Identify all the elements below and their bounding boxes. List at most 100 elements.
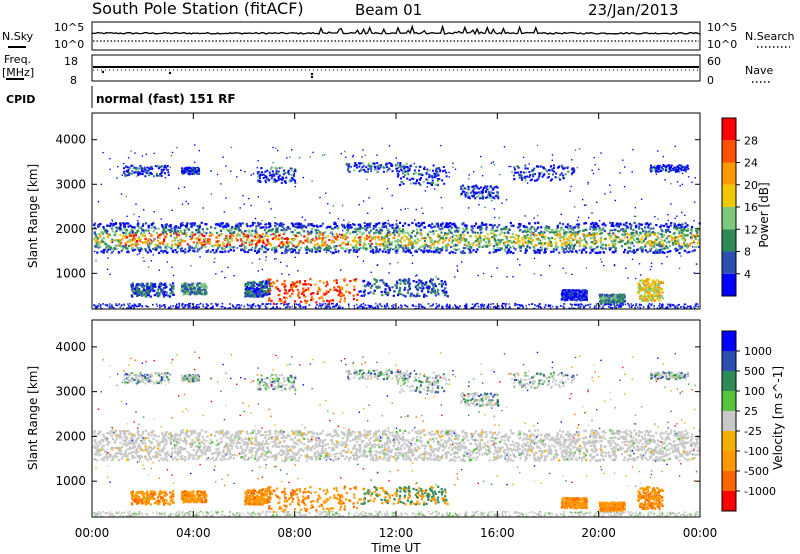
- power-cell: [134, 290, 137, 293]
- power-cell: [676, 170, 679, 173]
- power-cell: [578, 231, 581, 234]
- power-cell: [600, 246, 603, 249]
- power-cell: [572, 233, 575, 236]
- power-cell: [421, 222, 424, 225]
- power-cell: [240, 248, 243, 251]
- power-cell: [578, 244, 581, 248]
- power-cell: [128, 232, 131, 235]
- power-cell: [643, 284, 646, 287]
- power-cell: [655, 168, 657, 171]
- power-cell: [315, 232, 318, 235]
- power-cell: [336, 227, 339, 230]
- power-cell: [389, 233, 392, 237]
- power-cell: [651, 303, 653, 305]
- power-cell: [144, 237, 147, 240]
- power-cell: [186, 170, 189, 173]
- power-cell: [516, 165, 519, 168]
- power-cell: [353, 307, 356, 309]
- power-cell: [520, 174, 523, 177]
- power-cell: [382, 241, 385, 244]
- power-cell: [585, 240, 588, 243]
- power-cell: [229, 231, 232, 234]
- power-cell: [668, 164, 671, 167]
- power-cell: [453, 248, 456, 251]
- power-cell: [465, 191, 468, 194]
- power-cell: [125, 222, 128, 225]
- power-cell: [661, 242, 664, 245]
- power-cell: [215, 231, 219, 234]
- power-cell: [399, 244, 403, 247]
- power-cell: [119, 224, 122, 227]
- power-cell: [404, 170, 407, 173]
- power-cell: [665, 241, 668, 244]
- power-cell: [637, 282, 640, 285]
- power-cell: [462, 246, 465, 250]
- power-cell: [639, 297, 642, 301]
- power-cell: [221, 251, 224, 254]
- power-cell: [441, 222, 444, 225]
- power-cell: [594, 227, 597, 230]
- power-cell: [394, 246, 398, 249]
- power-cell: [486, 233, 489, 236]
- power-cell: [694, 245, 697, 249]
- power-cell: [652, 245, 655, 249]
- power-cell: [384, 288, 387, 291]
- power-cell: [681, 166, 684, 169]
- power-cell: [183, 232, 186, 235]
- power-cell: [598, 297, 601, 300]
- power-cell: [455, 229, 459, 232]
- power-cell: [524, 167, 527, 170]
- power-cell: [487, 196, 490, 199]
- power-cell: [422, 287, 425, 290]
- power-cell: [179, 238, 182, 241]
- power-cell: [318, 279, 322, 283]
- power-cell: [573, 303, 576, 306]
- power-cell: [381, 250, 384, 253]
- power-cell: [478, 187, 481, 190]
- power-cell: [420, 290, 424, 293]
- frequency-frame: [91, 54, 701, 82]
- power-cell: [679, 230, 682, 233]
- power-cell: [555, 228, 558, 231]
- power-cell: [261, 174, 264, 176]
- power-cell: [260, 282, 263, 286]
- power-cell: [635, 232, 638, 235]
- power-cell: [306, 237, 309, 240]
- power-cell: [244, 293, 247, 296]
- power-cell: [683, 169, 686, 172]
- power-cell: [373, 162, 376, 165]
- power-cell: [376, 162, 379, 165]
- power-cell: [457, 229, 460, 233]
- power-cell: [506, 241, 509, 244]
- power-cell: [500, 239, 503, 242]
- power-cell: [218, 234, 221, 237]
- power-cell: [567, 250, 571, 253]
- power-cell: [362, 164, 365, 167]
- power-cell: [439, 228, 442, 231]
- power-cell: [583, 229, 586, 232]
- power-cell: [213, 251, 216, 254]
- power-cell: [540, 230, 543, 233]
- power-cell: [257, 221, 260, 224]
- power-cell: [653, 232, 656, 235]
- power-cell: [594, 251, 597, 254]
- power-cell: [140, 291, 143, 295]
- power-cell: [410, 177, 413, 180]
- power-cell: [317, 246, 320, 249]
- power-cell: [448, 239, 451, 242]
- power-cell: [248, 295, 251, 298]
- power-cell: [318, 244, 321, 247]
- power-cell: [181, 169, 184, 172]
- power-cell: [376, 170, 379, 173]
- power-cell: [387, 228, 390, 231]
- power-cell: [653, 241, 656, 244]
- power-cell: [387, 237, 390, 240]
- power-cell: [274, 167, 277, 170]
- power-cell: [210, 226, 213, 229]
- power-cell: [356, 229, 359, 232]
- power-cell: [280, 224, 283, 227]
- power-cell: [668, 240, 671, 243]
- power-cell: [609, 294, 612, 297]
- power-cell: [241, 243, 244, 246]
- power-cell: [647, 223, 650, 226]
